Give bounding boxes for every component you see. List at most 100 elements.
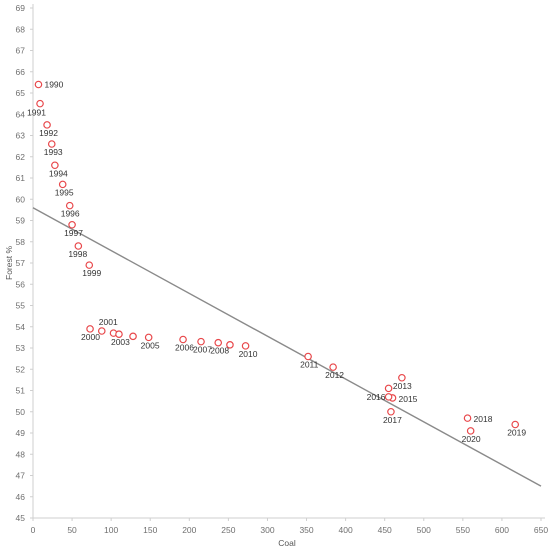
data-point-1993[interactable]	[47, 140, 56, 148]
y-tick-label: 54	[16, 322, 26, 332]
x-tick-label: 400	[339, 525, 353, 535]
point-label-1991: 1991	[27, 108, 46, 118]
point-label-2008: 2008	[210, 346, 229, 356]
data-point-2006[interactable]	[179, 335, 187, 344]
y-tick-label: 59	[16, 216, 26, 226]
y-tick-label: 45	[16, 513, 26, 523]
labels-layer: 1990 1991 1992 1993 1994 1995 1996 1997 1998 1999…	[27, 80, 526, 444]
x-tick-label: 50	[67, 525, 77, 535]
x-tick-label: 650	[534, 525, 548, 535]
x-tick-label: 450	[378, 525, 392, 535]
data-point-2010[interactable]	[241, 342, 250, 350]
point-label-2020: 2020	[462, 434, 481, 444]
data-point-2004[interactable]	[129, 332, 137, 341]
data-point-2020[interactable]	[466, 427, 475, 435]
point-label-2018: 2018	[474, 414, 493, 424]
point-label-2007: 2007	[193, 345, 212, 355]
y-axis-title: Forest %	[4, 246, 14, 280]
data-point-2005[interactable]	[144, 333, 153, 342]
data-point-2008[interactable]	[214, 338, 223, 347]
point-label-2003: 2003	[111, 337, 130, 347]
point-label-1995: 1995	[55, 187, 74, 197]
data-point-2009[interactable]	[226, 341, 234, 349]
data-point-1995[interactable]	[58, 180, 67, 189]
data-point-1999[interactable]	[85, 261, 94, 269]
y-tick-label: 58	[16, 237, 26, 247]
point-label-2005: 2005	[141, 340, 160, 350]
x-tick-label: 250	[221, 525, 235, 535]
y-tick-label: 62	[16, 152, 26, 162]
point-label-2010: 2010	[239, 349, 258, 359]
y-tick-label: 47	[16, 471, 26, 481]
data-point-1997[interactable]	[68, 220, 76, 229]
point-label-2015: 2015	[399, 394, 418, 404]
data-point-2017[interactable]	[387, 407, 395, 416]
data-point-1990[interactable]	[34, 80, 43, 89]
point-label-2016: 2016	[367, 392, 386, 402]
y-tick-label: 67	[16, 46, 26, 56]
axes-layer: 45 46 47 48 49 50 51 52 53 54 55 56 57 58 59 60 61 62 63 64…	[4, 3, 548, 548]
point-label-1990: 1990	[44, 80, 63, 90]
data-point-2007[interactable]	[197, 337, 205, 346]
data-point-1998[interactable]	[74, 242, 83, 250]
x-tick-label: 200	[182, 525, 196, 535]
y-tick-label: 56	[16, 279, 26, 289]
point-label-2011: 2011	[300, 360, 319, 370]
y-tick-label: 69	[16, 3, 26, 13]
x-tick-label: 0	[31, 525, 36, 535]
trend-layer	[32, 207, 542, 487]
y-tick-label: 52	[16, 364, 26, 374]
point-label-2019: 2019	[507, 428, 526, 438]
point-label-2000: 2000	[81, 332, 100, 342]
point-label-2001: 2001	[99, 317, 118, 327]
point-label-2006: 2006	[175, 343, 194, 353]
y-tick-label: 51	[16, 386, 26, 396]
data-point-1994[interactable]	[51, 161, 59, 170]
point-label-1997: 1997	[64, 228, 83, 238]
points-layer	[34, 80, 520, 435]
y-tick-label: 64	[16, 109, 26, 119]
data-point-2000[interactable]	[86, 325, 94, 333]
y-tick-label: 68	[16, 24, 26, 34]
y-tick-label: 60	[16, 194, 26, 204]
point-label-1998: 1998	[68, 249, 87, 259]
y-tick-label: 46	[16, 492, 26, 502]
y-tick-label: 50	[16, 407, 26, 417]
x-tick-label: 100	[104, 525, 118, 535]
point-label-1992: 1992	[39, 128, 58, 138]
x-tick-label: 500	[417, 525, 431, 535]
y-tick-label: 48	[16, 449, 26, 459]
point-label-2012: 2012	[325, 370, 344, 380]
data-point-2003[interactable]	[115, 330, 123, 338]
point-label-1994: 1994	[49, 168, 68, 178]
y-tick-label: 63	[16, 131, 26, 141]
data-point-2016[interactable]	[384, 393, 393, 401]
y-tick-label: 53	[16, 343, 26, 353]
x-tick-label: 550	[456, 525, 470, 535]
trend-line	[32, 207, 542, 487]
data-point-2014[interactable]	[384, 384, 393, 393]
data-point-2001[interactable]	[97, 327, 106, 335]
y-tick-label: 66	[16, 67, 26, 77]
data-point-1996[interactable]	[65, 201, 74, 210]
y-tick-label: 57	[16, 258, 26, 268]
data-point-2012[interactable]	[329, 363, 337, 371]
data-point-2011[interactable]	[304, 352, 312, 361]
data-point-2019[interactable]	[511, 420, 520, 429]
x-tick-label: 600	[495, 525, 509, 535]
point-label-2013: 2013	[393, 381, 412, 391]
y-tick-label: 61	[16, 173, 26, 183]
y-tick-label: 49	[16, 428, 26, 438]
data-point-2013[interactable]	[398, 373, 406, 382]
data-point-1992[interactable]	[43, 121, 51, 129]
x-tick-label: 150	[143, 525, 157, 535]
data-point-1991[interactable]	[36, 99, 44, 108]
y-tick-label: 65	[16, 88, 26, 98]
point-label-1999: 1999	[82, 268, 101, 278]
x-tick-label: 350	[299, 525, 313, 535]
data-point-2018[interactable]	[463, 414, 472, 422]
x-tick-label: 300	[260, 525, 274, 535]
x-axis-title: Coal	[278, 538, 296, 548]
